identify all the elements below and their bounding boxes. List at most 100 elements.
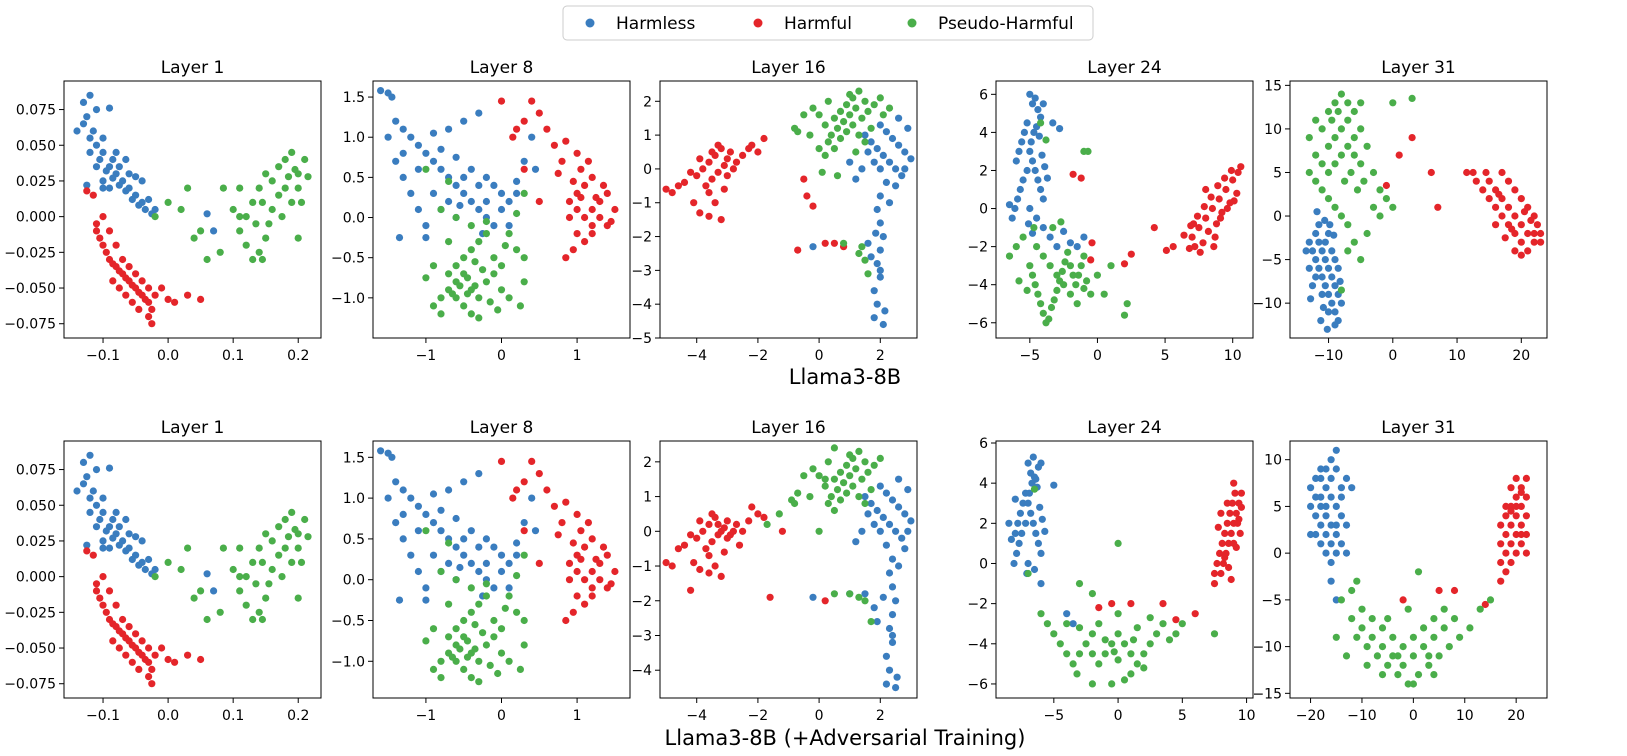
data-point — [535, 470, 543, 478]
data-point — [1368, 633, 1376, 641]
x-tick-label: 0 — [497, 348, 506, 364]
data-point — [501, 242, 509, 250]
data-point — [1023, 166, 1031, 175]
y-tick-label: 1.5 — [343, 450, 365, 466]
data-point — [1026, 147, 1034, 155]
data-point — [836, 468, 845, 476]
data-point — [392, 117, 400, 125]
data-point — [132, 173, 140, 181]
data-point — [729, 165, 738, 173]
series-pseudo-harmful — [151, 508, 312, 624]
data-point — [452, 262, 460, 270]
data-point — [696, 565, 704, 574]
data-point — [1114, 656, 1122, 664]
data-point — [1140, 650, 1148, 658]
data-point — [876, 192, 884, 200]
data-point — [1522, 512, 1530, 520]
data-point — [490, 616, 498, 625]
data-point — [1394, 671, 1402, 679]
data-point — [112, 148, 120, 156]
y-tick-label: −1 — [631, 559, 652, 575]
data-point — [1315, 221, 1323, 229]
data-point — [1069, 620, 1077, 628]
data-point — [1019, 499, 1027, 507]
x-tick-label: −10 — [1347, 708, 1377, 724]
data-point — [1063, 610, 1071, 618]
data-point — [96, 155, 104, 164]
series-harmful — [1095, 479, 1245, 624]
data-point — [109, 260, 117, 268]
data-point — [1024, 569, 1032, 578]
data-point — [1342, 549, 1351, 557]
panel-r1-layer-16: Layer 16 −4 −2 0 2 −5 −4 −3 −2 −1 0 1 2 — [631, 58, 918, 364]
data-point — [1530, 229, 1538, 238]
y-tick-label: −0.050 — [4, 281, 56, 297]
data-point — [1497, 521, 1505, 529]
data-point — [99, 213, 107, 221]
data-point — [1037, 300, 1045, 308]
data-point — [1056, 277, 1064, 285]
data-point — [1077, 174, 1085, 182]
data-point — [562, 254, 570, 262]
data-point — [873, 205, 881, 214]
data-point — [858, 243, 866, 251]
data-point — [1077, 262, 1085, 270]
data-point — [445, 270, 453, 278]
data-point — [513, 539, 521, 547]
data-point — [122, 274, 130, 282]
data-point — [1530, 238, 1538, 246]
data-point — [879, 233, 887, 241]
data-point — [1358, 605, 1366, 613]
data-point — [105, 464, 114, 472]
data-point — [1332, 465, 1340, 473]
data-point — [158, 284, 166, 292]
data-point — [475, 238, 483, 246]
data-point — [407, 494, 415, 502]
series-pseudo-harmful — [1332, 568, 1495, 688]
data-point — [288, 558, 296, 567]
panel-r2-layer-24: Layer 24 −5 0 5 10 −6 −4 −2 0 2 4 6 — [967, 418, 1255, 724]
data-point — [705, 212, 713, 220]
data-point — [599, 543, 608, 551]
data-point — [577, 527, 585, 535]
data-point — [904, 124, 912, 132]
data-point — [494, 669, 502, 678]
data-point — [115, 627, 123, 635]
data-point — [479, 629, 487, 637]
data-point — [1517, 195, 1525, 203]
data-point — [1221, 174, 1229, 182]
data-point — [456, 282, 464, 290]
data-point — [778, 527, 787, 535]
data-point — [1210, 569, 1219, 578]
data-point — [717, 216, 725, 224]
data-point — [815, 472, 823, 480]
data-point — [528, 494, 536, 502]
data-point — [1342, 521, 1351, 529]
data-point — [1399, 596, 1407, 604]
data-point — [1357, 99, 1365, 107]
data-point — [422, 222, 430, 230]
data-point — [1312, 273, 1320, 281]
data-point — [236, 213, 244, 221]
data-point — [520, 478, 528, 486]
data-point — [588, 173, 596, 181]
data-point — [164, 295, 172, 303]
data-point — [1350, 151, 1358, 159]
data-point — [1307, 484, 1315, 492]
data-point — [867, 618, 875, 626]
data-point — [219, 544, 227, 552]
data-point — [288, 198, 296, 206]
panel-title: Layer 24 — [1087, 58, 1161, 78]
data-point — [210, 587, 218, 595]
data-point — [1050, 296, 1058, 304]
data-point — [1389, 203, 1397, 211]
data-point — [852, 175, 860, 183]
data-point — [1005, 519, 1013, 527]
data-point — [520, 165, 528, 173]
data-point — [1150, 224, 1158, 232]
data-point — [1337, 212, 1345, 220]
data-point — [821, 482, 829, 490]
data-point — [1517, 488, 1525, 496]
data-point — [895, 475, 903, 483]
data-point — [1034, 106, 1042, 114]
